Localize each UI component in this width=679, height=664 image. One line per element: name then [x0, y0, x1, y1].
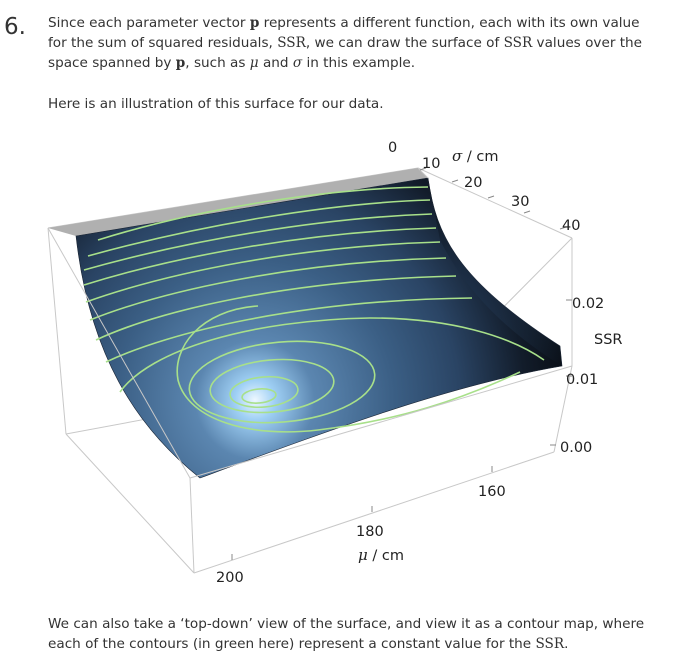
bounding-box-front [47, 167, 573, 574]
sigma-symbol: σ [292, 55, 303, 71]
illustration-caption: Here is an illustration of this surface … [48, 96, 384, 112]
sigma-tick-20: 20 [464, 175, 482, 191]
text-run: We can also take a ‘top-down’ view of th… [48, 616, 645, 652]
mu-axis-label: μ / cm [358, 546, 404, 564]
mu-tick-160: 160 [478, 484, 506, 500]
text-run: and [258, 55, 293, 71]
step-number: 6. [4, 14, 26, 40]
intro-paragraph: Since each parameter vector p represents… [48, 13, 648, 73]
sigma-tick-10: 10 [422, 156, 440, 172]
mu-tick-200: 200 [216, 570, 244, 586]
ssr-tick-000: 0.00 [560, 440, 592, 456]
sigma-label-unit: / cm [462, 149, 498, 165]
sigma-label-symbol: σ [452, 147, 463, 165]
ssr-surface-figure: 0 10 σ / cm 20 30 40 0.02 SSR 0.01 0.00 … [47, 140, 622, 586]
mu-label-symbol: μ [358, 546, 368, 564]
text-run: Since each parameter vector [48, 15, 250, 31]
sigma-tick-30: 30 [511, 194, 529, 210]
parameter-vector-symbol: p [175, 55, 186, 71]
ssr-term: SSR [503, 35, 533, 51]
mu-tick-180: 180 [356, 524, 384, 540]
contour-lines [83, 186, 545, 433]
ssr-term: SSR [535, 636, 565, 652]
ssr-axis-label: SSR [594, 332, 622, 348]
surface-back-flap [48, 168, 428, 236]
mu-symbol: μ [249, 55, 259, 71]
ssr-tick-002: 0.02 [572, 296, 604, 312]
contour-paragraph: We can also take a ‘top-down’ view of th… [48, 614, 648, 654]
text-run: in this example. [302, 55, 416, 71]
parameter-vector-symbol: p [249, 15, 260, 31]
ssr-term: SSR [277, 35, 306, 51]
text-run: values over the space spanned by [48, 35, 643, 71]
tick-marks [231, 167, 572, 560]
ssr-tick-001: 0.01 [566, 372, 598, 388]
mu-label-unit: / cm [368, 548, 404, 564]
ssr-surface [75, 177, 563, 479]
sigma-tick-40: 40 [562, 218, 580, 234]
text-run: , we can draw the surface of [305, 35, 504, 51]
text-run: represents a different function, each wi… [48, 15, 640, 51]
sigma-tick-0: 0 [388, 140, 397, 156]
text-run: , such as [185, 55, 250, 71]
text-run: . [564, 636, 569, 652]
sigma-axis-label: σ / cm [452, 147, 498, 165]
